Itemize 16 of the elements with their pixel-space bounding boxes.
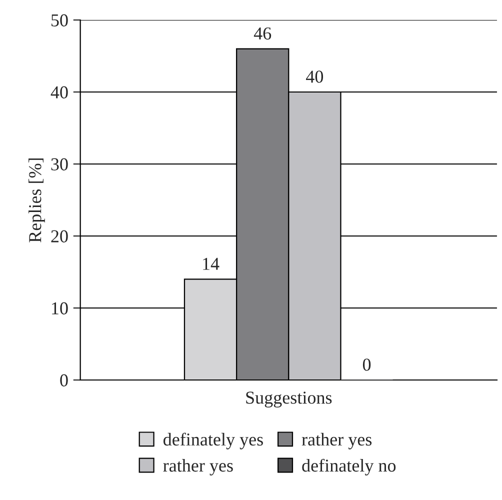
legend-label: definately no [302,458,396,476]
y-tick-label: 50 [52,14,68,26]
legend-label: rather yes [302,432,372,450]
data-label: 46 [254,27,272,40]
y-tick-label: 20 [51,230,68,242]
x-tick-label: Suggestions [246,392,332,408]
y-axis-title: Replies [%] [28,158,45,242]
y-tick-label: 40 [50,86,68,98]
data-label: 14 [203,258,220,270]
legend-label: definately yes [163,432,263,450]
data-label: 40 [306,70,324,83]
legend-label: rather yes [163,459,233,476]
y-tick-label: 30 [51,158,68,170]
data-label: 0 [362,358,371,371]
y-tick-label: 0 [60,374,68,386]
y-tick-label: 10 [52,302,68,314]
